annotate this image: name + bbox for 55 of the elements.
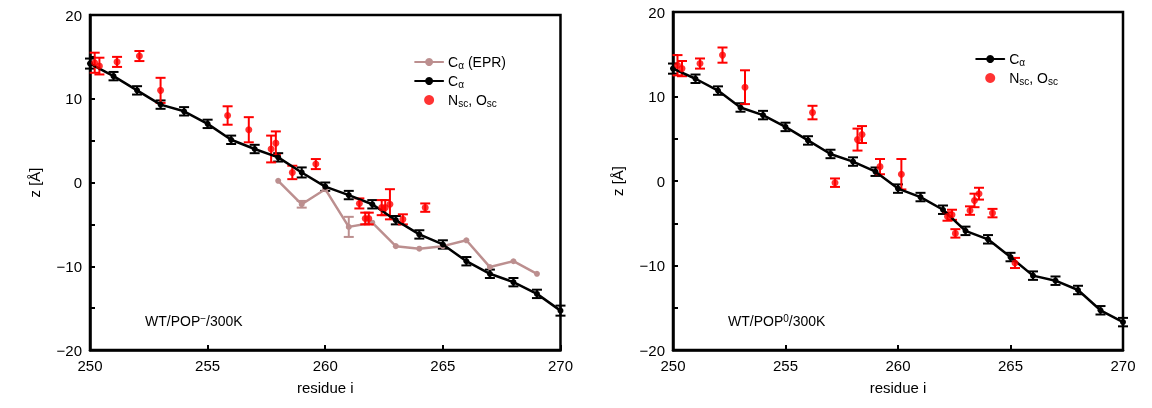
- x-axis-title: residue i: [296, 379, 354, 396]
- legend-label: Nsc, Osc: [448, 92, 497, 109]
- point: [245, 126, 253, 134]
- point: [533, 270, 540, 277]
- point: [897, 170, 905, 178]
- x-tick-label: 260: [312, 357, 338, 374]
- point: [288, 168, 296, 176]
- point: [416, 245, 423, 252]
- legend-label: Cα: [1009, 51, 1026, 68]
- x-tick-label: 255: [195, 357, 221, 374]
- point: [95, 62, 103, 70]
- point: [858, 131, 866, 139]
- x-tick-label: 270: [1110, 357, 1136, 374]
- point: [741, 83, 749, 91]
- x-tick-label: 260: [885, 357, 911, 374]
- point: [975, 190, 983, 198]
- y-tick-label: 10: [648, 88, 665, 105]
- point: [224, 112, 232, 119]
- point: [272, 139, 280, 147]
- point: [157, 86, 165, 94]
- point: [486, 264, 493, 271]
- y-tick-label: 20: [65, 6, 82, 24]
- point: [876, 163, 884, 171]
- point: [463, 237, 470, 244]
- y-tick-label: 0: [656, 172, 665, 190]
- point: [809, 109, 816, 117]
- point: [971, 196, 978, 204]
- y-tick-label: −20: [56, 341, 82, 359]
- x-tick-label: 270: [547, 357, 573, 374]
- y-axis-title: z [Å]: [26, 167, 43, 198]
- legend-label: Cα: [448, 73, 465, 90]
- point: [392, 243, 399, 250]
- point: [719, 51, 726, 59]
- x-tick-label: 265: [997, 357, 1024, 374]
- y-tick-label: 10: [65, 90, 82, 108]
- point: [854, 136, 861, 144]
- y-tick-label: −20: [639, 341, 665, 359]
- x-tick-label: 265: [430, 357, 456, 374]
- x-axis-title: residue i: [869, 379, 927, 396]
- y-tick-label: 0: [73, 174, 82, 191]
- legend-label: Cα (EPR): [448, 54, 506, 71]
- point: [275, 177, 282, 184]
- y-axis-title: z [Å]: [609, 165, 626, 197]
- x-tick-label: 255: [772, 357, 799, 374]
- legend-label: Nsc, Osc: [1009, 70, 1058, 87]
- x-tick-label: 250: [77, 357, 103, 374]
- y-tick-label: −10: [56, 257, 82, 275]
- point: [386, 200, 394, 208]
- x-tick-label: 250: [660, 357, 686, 374]
- y-tick-label: −10: [639, 257, 665, 274]
- point: [678, 65, 686, 73]
- annotation: WT/POP−/300K: [145, 312, 244, 329]
- y-tick-label: 20: [648, 3, 665, 21]
- point: [510, 258, 517, 265]
- point: [345, 223, 352, 230]
